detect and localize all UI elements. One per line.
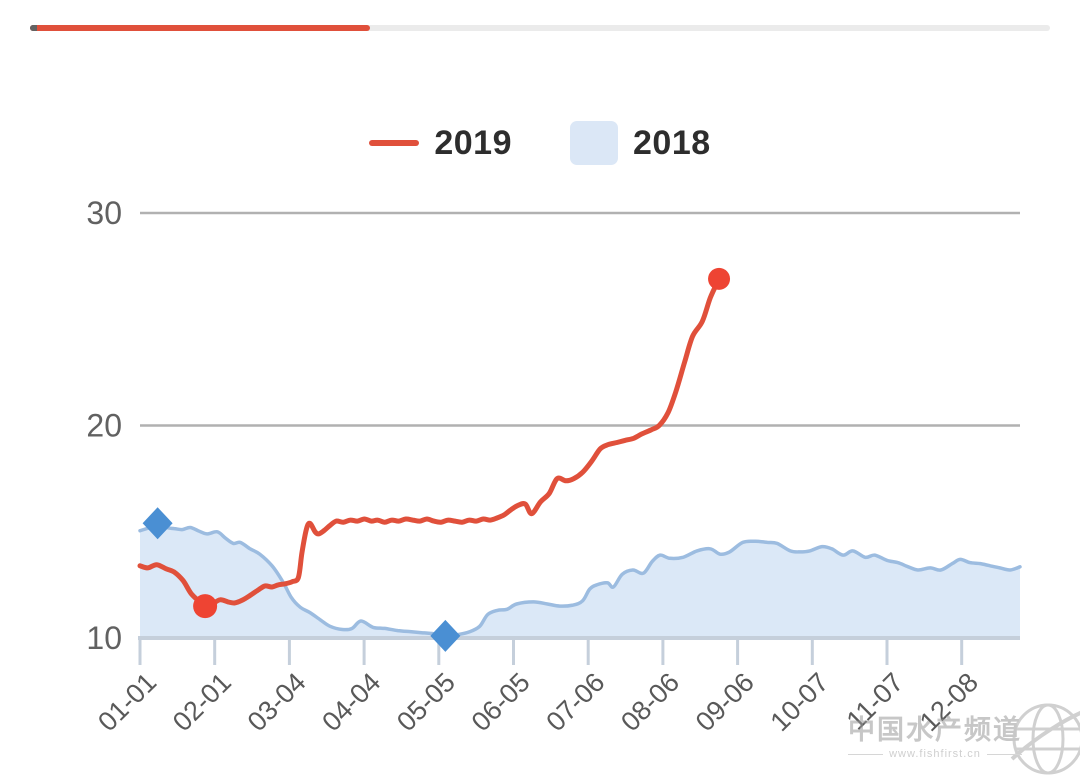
x-axis-label-09-06: 09-06 [690,667,760,737]
x-axis-label-02-01: 02-01 [167,667,237,737]
progress-bar-start-cap [30,25,37,31]
legend-label-2019: 2019 [434,123,512,162]
legend-item-2019[interactable]: 2019 [369,124,512,163]
legend-item-2018[interactable]: 2018 [570,121,711,165]
x-axis-label-08-06: 08-06 [615,667,685,737]
x-axis-label-11-07: 11-07 [841,667,910,736]
x-axis-label-03-04: 03-04 [242,667,312,737]
line-swatch-icon [369,140,420,146]
y-axis-label-30: 30 [86,195,122,231]
chart-legend: 2019 2018 [0,112,1080,174]
marker-2018-diamond-min [430,619,461,652]
top-progress-bar [30,25,1050,31]
y-axis-label-20: 20 [86,408,122,444]
series-2018-line [138,521,1022,638]
x-axis-label-06-05: 06-05 [466,667,536,737]
x-axis-label-07-06: 07-06 [540,667,610,737]
series-2018-area [140,523,1020,638]
y-axis-label-10: 10 [86,620,122,656]
legend-label-2018: 2018 [633,123,711,162]
x-axis-label-05-05: 05-05 [391,667,461,737]
x-axis-label-10-07: 10-07 [764,667,834,737]
marker-2019-dot-latest [708,267,731,290]
x-axis-label-01-01: 01-01 [92,667,162,737]
marker-2019-dot-low [193,594,218,619]
x-axis-label-12-08: 12-08 [914,667,984,737]
area-swatch-icon [570,121,618,165]
progress-bar-fill [30,25,370,31]
series-2019-line [137,276,722,609]
marker-2018-diamond-max [142,507,173,540]
x-axis-label-04-04: 04-04 [316,667,386,737]
